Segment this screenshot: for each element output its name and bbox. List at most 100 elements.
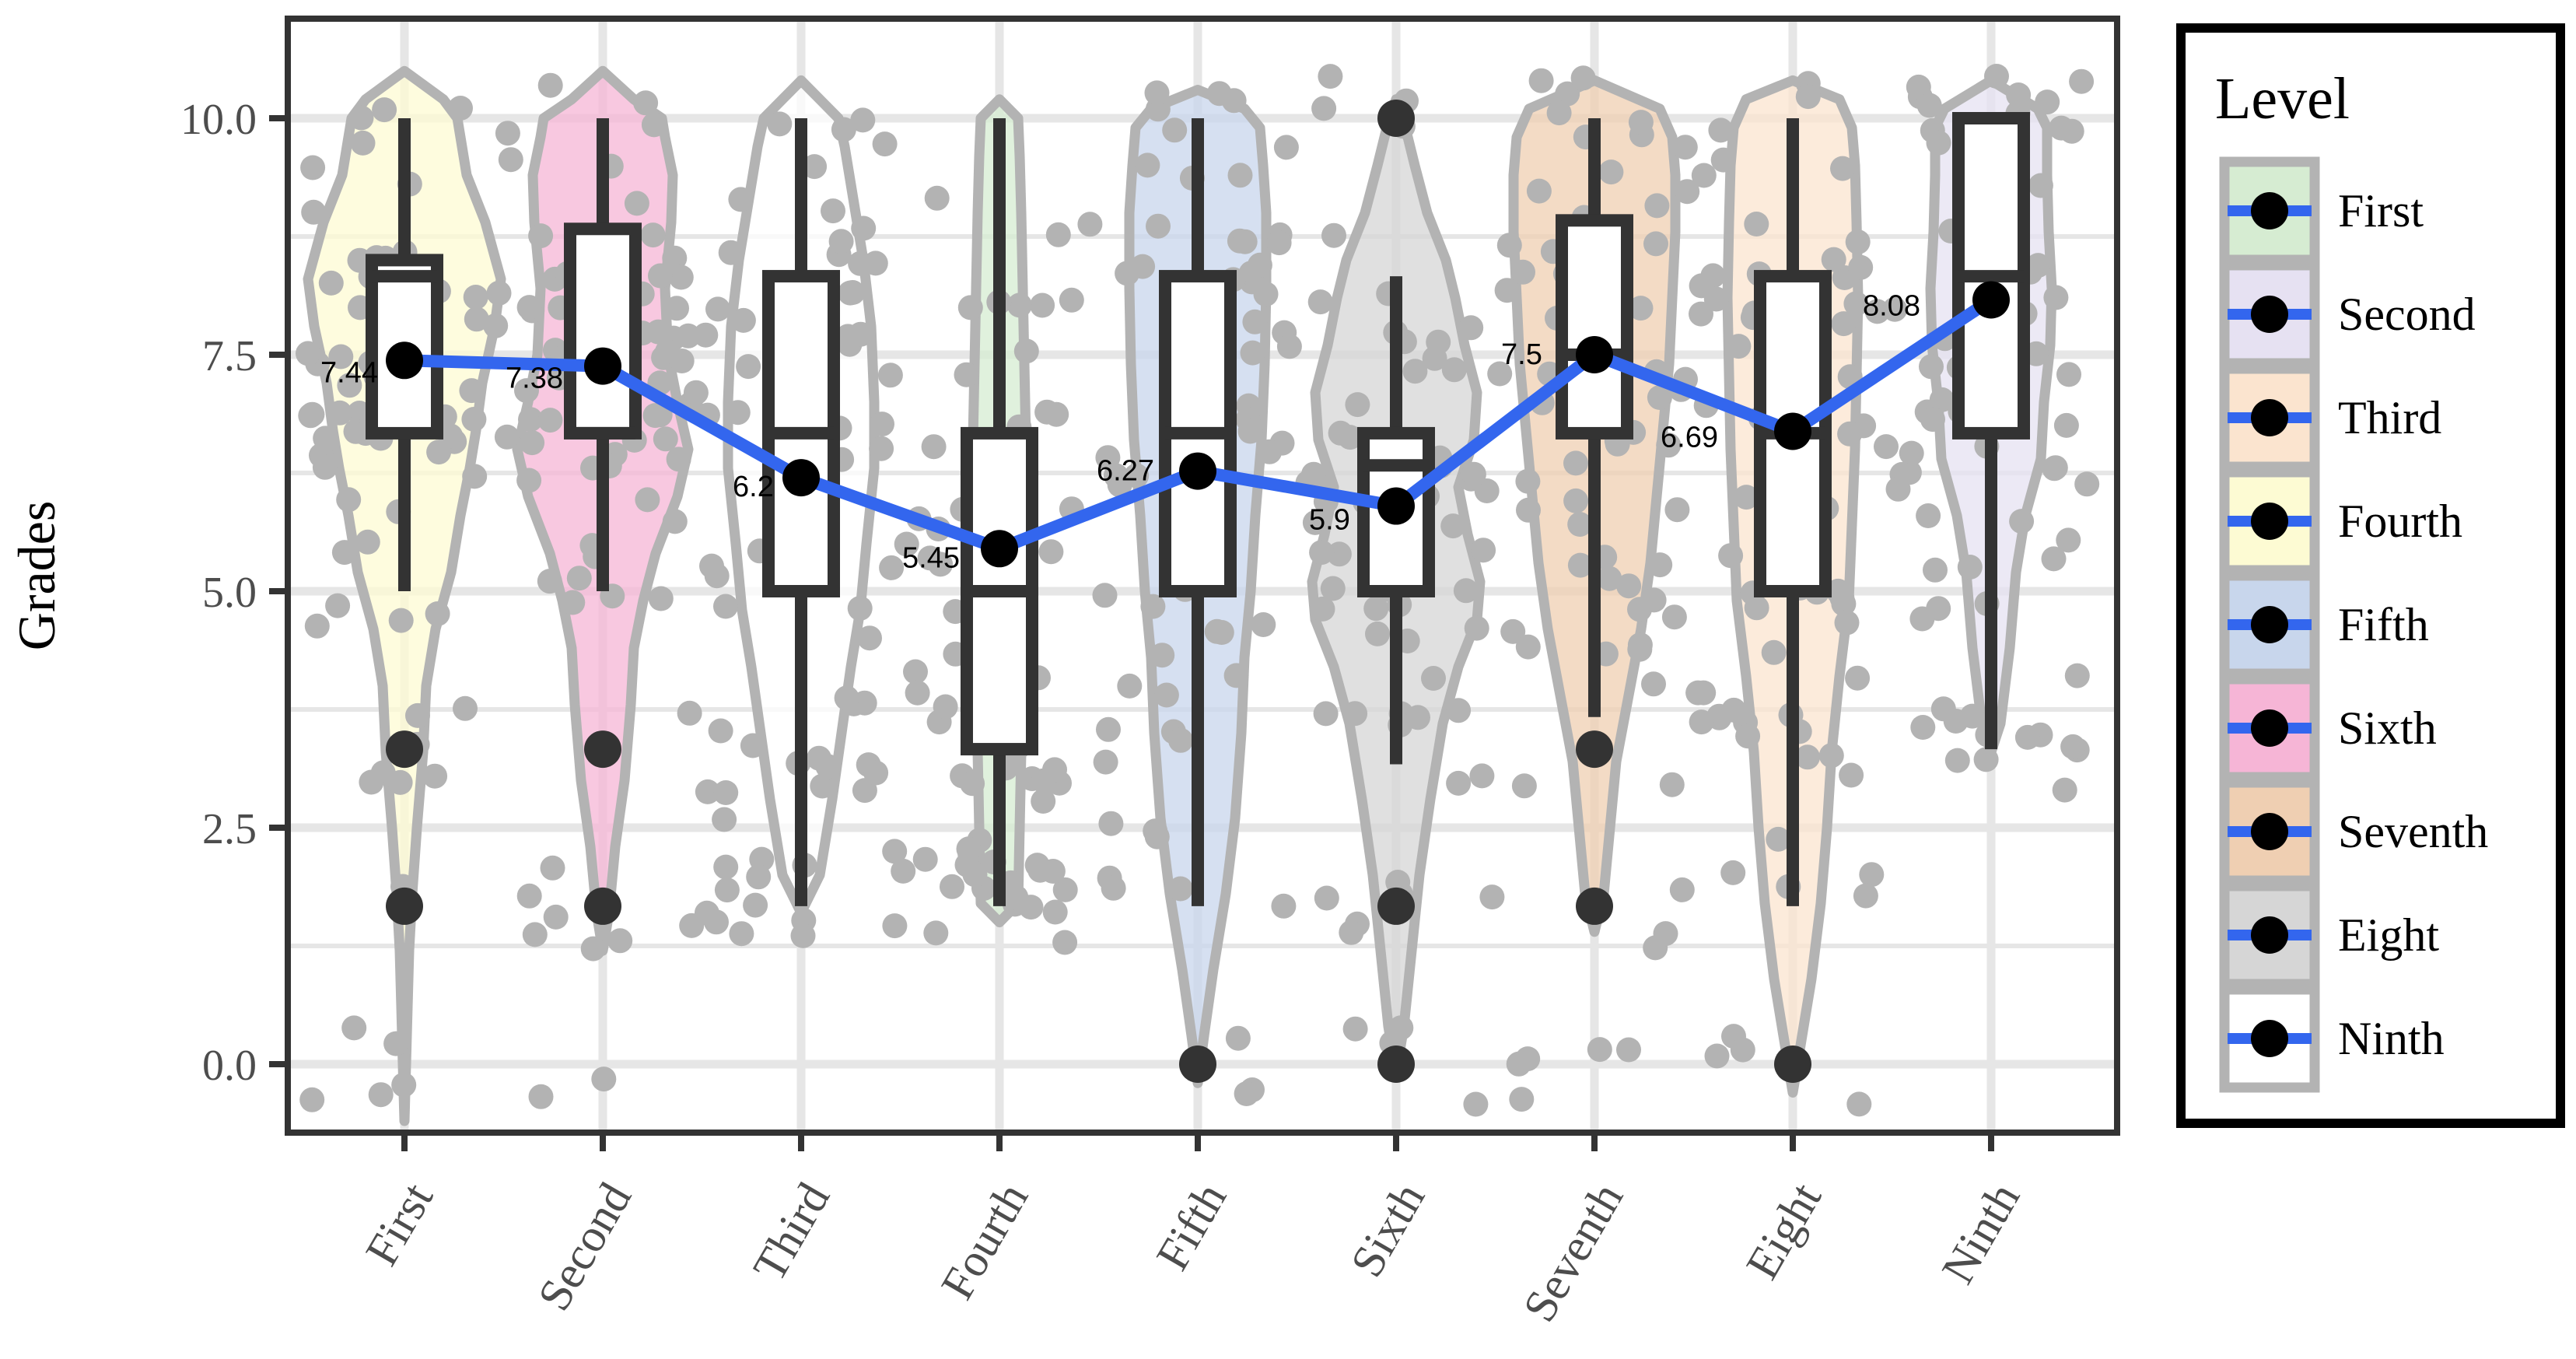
jitter-point	[1464, 615, 1489, 641]
jitter-point	[1031, 789, 1056, 814]
jitter-point	[1843, 291, 1869, 317]
jitter-point	[1339, 919, 1364, 945]
outlier-point-sixth	[1377, 887, 1415, 925]
jitter-point	[924, 185, 950, 211]
jitter-point	[495, 121, 520, 146]
mean-point-second	[584, 347, 621, 385]
jitter-point	[1044, 401, 1069, 427]
jitter-point	[1795, 84, 1821, 110]
jitter-point	[1101, 875, 1126, 901]
jitter-point	[1909, 606, 1935, 632]
jitter-point	[1708, 117, 1734, 143]
jitter-point	[912, 846, 938, 872]
jitter-point	[1463, 1091, 1489, 1117]
jitter-point	[607, 928, 633, 954]
jitter-point	[1093, 749, 1118, 775]
jitter-point	[298, 403, 324, 429]
jitter-point	[1689, 301, 1713, 327]
mean-label-ninth: 8.08	[1863, 289, 1920, 322]
legend-items: First Second Third Fourth Fifth Sixth Seventh E…	[2219, 156, 2488, 1093]
jitter-point	[1829, 585, 1855, 611]
jitter-point	[494, 424, 520, 450]
jitter-point	[1837, 421, 1863, 447]
jitter-point	[718, 240, 744, 265]
jitter-point	[1162, 117, 1188, 143]
jitter-point	[425, 601, 450, 626]
jitter-point	[1675, 179, 1700, 205]
jitter-point	[1641, 587, 1667, 613]
legend-label: Third	[2338, 392, 2441, 443]
jitter-point	[641, 112, 667, 138]
jitter-point	[463, 285, 488, 310]
jitter-point	[1644, 193, 1670, 219]
mean-point-third	[782, 459, 820, 497]
x-tick-label-fifth: Fifth	[1146, 1175, 1237, 1279]
jitter-point	[1656, 433, 1682, 458]
jitter-point	[1461, 461, 1486, 487]
jitter-point	[1453, 578, 1479, 604]
jitter-point	[1232, 229, 1258, 254]
mean-label-eight: 6.69	[1661, 421, 1718, 454]
jitter-point	[1616, 573, 1642, 599]
jitter-point	[1555, 81, 1580, 107]
jitter-point	[882, 839, 908, 864]
jitter-point	[1388, 1015, 1414, 1041]
jitter-point	[879, 555, 905, 580]
jitter-point	[1691, 680, 1717, 706]
jitter-point	[1168, 727, 1193, 753]
jitter-point	[2060, 734, 2086, 759]
jitter-point	[1984, 64, 2009, 89]
jitter-point	[1234, 1081, 1259, 1106]
jitter-point	[1923, 557, 1948, 583]
jitter-point	[540, 855, 565, 881]
x-tick-label-seventh: Seventh	[1513, 1175, 1633, 1330]
jitter-point	[1494, 278, 1520, 303]
jitter-point	[296, 341, 320, 366]
jitter-point	[653, 426, 678, 452]
legend-item-fourth: Fourth	[2219, 467, 2462, 576]
jitter-point	[1345, 392, 1370, 418]
jitter-point	[905, 680, 930, 706]
legend-key-point	[2251, 192, 2288, 229]
jitter-point	[869, 436, 894, 461]
jitter-point	[1509, 1087, 1535, 1112]
jitter-point	[1446, 770, 1472, 796]
jitter-point	[1597, 566, 1622, 591]
jitter-point	[1511, 773, 1537, 799]
jitter-point	[1567, 512, 1593, 537]
jitter-point	[1944, 748, 1970, 773]
jitter-point	[1730, 1037, 1755, 1063]
jitter-point	[1052, 930, 1078, 955]
jitter-point	[1689, 709, 1714, 735]
jitter-point	[1735, 723, 1761, 749]
jitter-point	[850, 107, 876, 133]
jitter-point	[1598, 159, 1624, 185]
legend: Level First Second Third Fourth Fifth Sixth Se…	[2176, 23, 2565, 1128]
jitter-point	[1040, 859, 1066, 884]
jitter-point	[1641, 671, 1666, 697]
jitter-point	[847, 596, 873, 621]
jitter-point	[677, 700, 702, 726]
jitter-point	[669, 349, 695, 373]
jitter-point	[1150, 643, 1175, 668]
jitter-point	[828, 229, 854, 254]
jitter-point	[1117, 673, 1143, 699]
mean-label-fifth: 6.27	[1097, 455, 1154, 488]
jitter-point	[962, 862, 988, 888]
jitter-point	[1006, 292, 1032, 318]
jitter-point	[648, 586, 674, 611]
y-tick-label: 2.5	[202, 805, 257, 853]
outlier-point-seventh	[1576, 730, 1613, 769]
jitter-point	[1313, 701, 1339, 727]
jitter-point	[1710, 147, 1736, 173]
jitter-point	[957, 295, 983, 320]
jitter-point	[1818, 743, 1844, 769]
jitter-point	[1795, 744, 1820, 770]
jitter-point	[591, 1067, 617, 1092]
legend-key-point	[2251, 813, 2288, 850]
jitter-point	[1647, 552, 1673, 578]
jitter-point	[1251, 612, 1276, 637]
jitter-point	[1926, 130, 1951, 156]
plot-panel-border	[285, 16, 2120, 1136]
jitter-point	[1546, 100, 1572, 126]
